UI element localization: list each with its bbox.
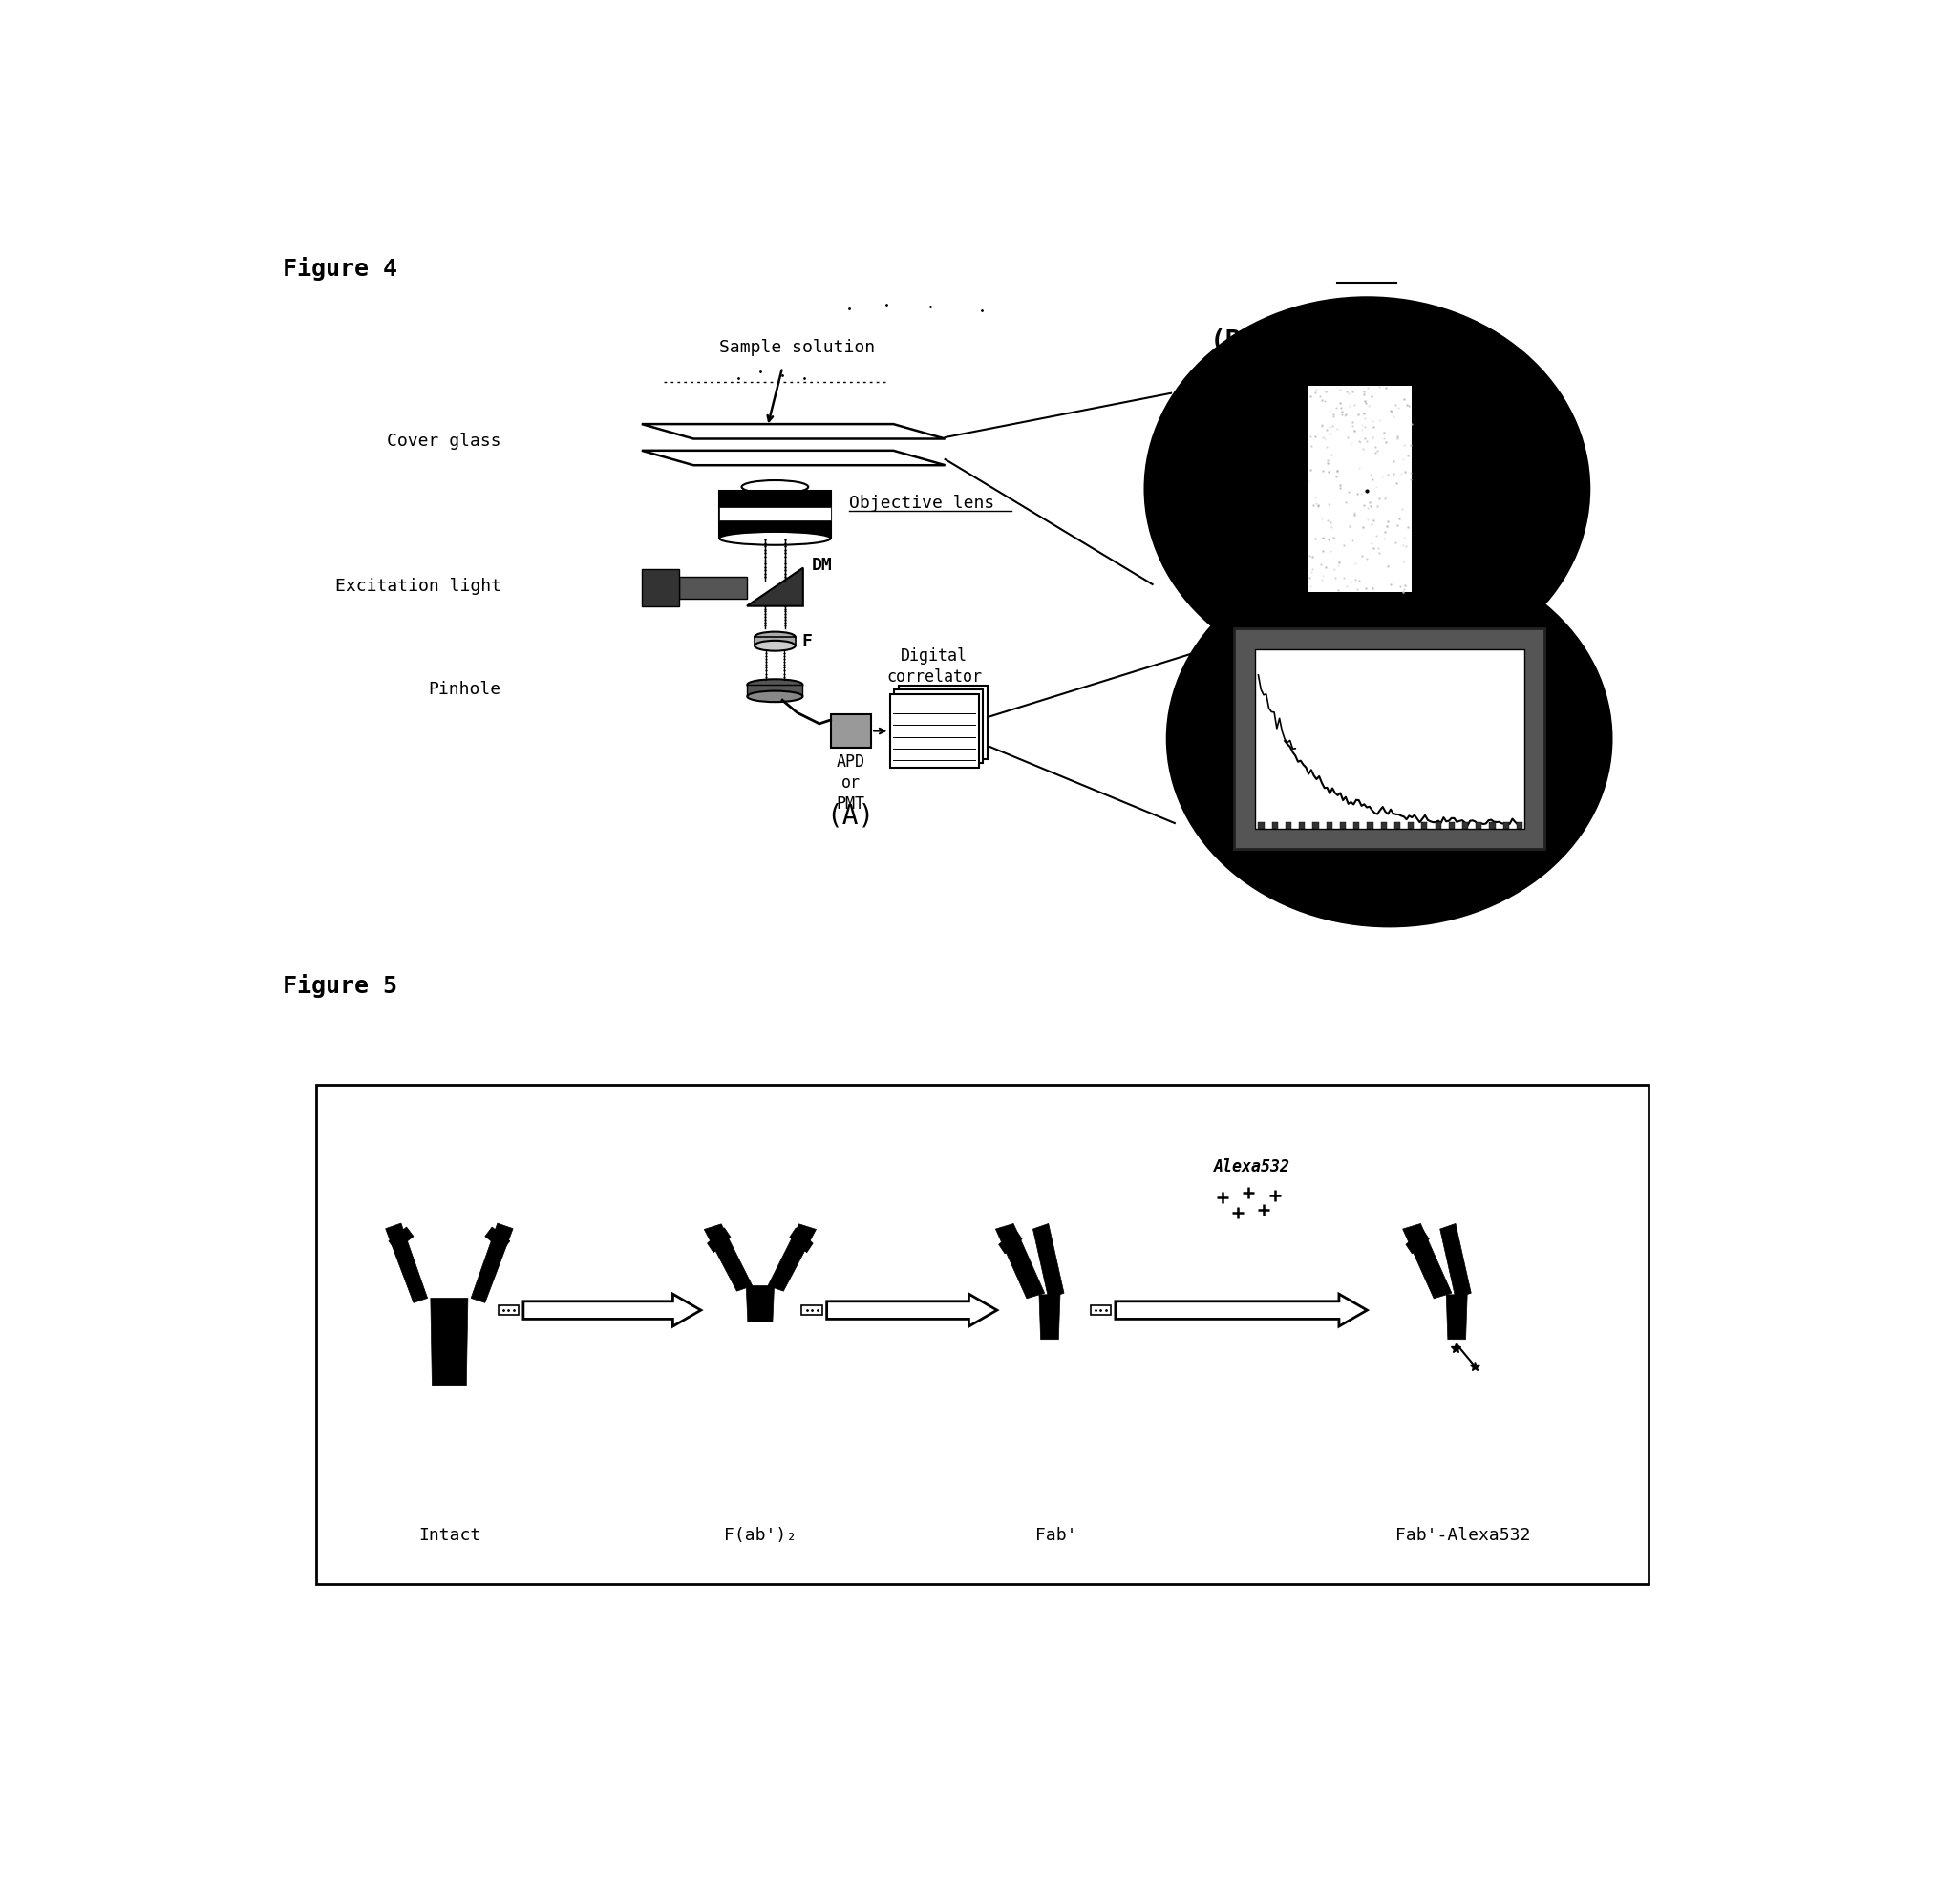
Bar [1421,823,1427,828]
Bar [1272,823,1278,828]
Polygon shape [720,506,831,520]
Bar [1462,823,1467,828]
Bar [1286,823,1291,828]
Bar [316,1083,1648,1584]
Bar [894,689,983,764]
Text: (B): (B) [1210,327,1258,354]
Polygon shape [523,1295,701,1327]
Ellipse shape [1167,552,1611,925]
Text: F: F [802,632,811,649]
Bar [1255,649,1524,828]
Bar [1394,823,1400,828]
Polygon shape [747,685,803,697]
Polygon shape [1034,1224,1065,1299]
Ellipse shape [755,640,796,651]
Polygon shape [1406,1230,1429,1253]
Polygon shape [747,567,803,605]
Polygon shape [1040,1295,1061,1339]
Polygon shape [827,1295,997,1327]
Text: Intact: Intact [418,1527,480,1544]
Polygon shape [790,1228,813,1253]
Text: (C): (C) [1225,579,1272,605]
Bar [1489,823,1495,828]
Polygon shape [430,1299,469,1386]
Ellipse shape [1144,297,1589,680]
Ellipse shape [747,680,803,691]
Text: Cover glass: Cover glass [387,432,501,449]
Polygon shape [755,638,796,645]
Text: Sample solution: Sample solution [720,339,875,356]
Polygon shape [707,1228,730,1253]
Polygon shape [720,491,831,539]
Text: (A): (A) [827,803,875,830]
Bar [1313,823,1318,828]
Bar [1502,823,1508,828]
Bar [891,695,978,767]
Polygon shape [470,1222,513,1302]
Bar [1090,1306,1111,1314]
Bar [1326,823,1332,828]
Polygon shape [680,577,747,598]
Polygon shape [999,1230,1022,1253]
Text: F(ab')₂: F(ab')₂ [724,1527,796,1544]
Bar [1407,823,1413,828]
Bar [1233,628,1545,849]
Text: Pinhole: Pinhole [428,680,501,697]
Bar [1299,823,1305,828]
Bar [802,1306,823,1314]
Polygon shape [1404,1224,1452,1299]
Polygon shape [1446,1295,1467,1339]
Text: Digital
correlator: Digital correlator [887,647,982,685]
Text: Figure 5: Figure 5 [283,975,397,998]
Polygon shape [705,1224,753,1291]
Text: Fab': Fab' [1036,1527,1076,1544]
Text: Alexa532: Alexa532 [1214,1158,1291,1175]
Text: Excitation light: Excitation light [335,577,501,594]
Bar [898,685,987,760]
Ellipse shape [747,691,803,703]
Polygon shape [385,1222,428,1302]
Bar [1340,823,1346,828]
Text: DM: DM [811,558,832,575]
Bar [1516,823,1522,828]
Polygon shape [641,569,680,605]
Bar [1380,823,1386,828]
Bar [1435,823,1440,828]
Polygon shape [389,1226,414,1251]
Polygon shape [745,1285,774,1321]
Bar [1448,823,1454,828]
Bar [1353,823,1359,828]
Ellipse shape [720,531,831,545]
Text: Fab'-Alexa532: Fab'-Alexa532 [1396,1527,1531,1544]
Bar [831,714,871,748]
Bar [1367,823,1373,828]
Polygon shape [1440,1224,1471,1299]
Bar [1475,823,1481,828]
Ellipse shape [741,480,807,493]
Polygon shape [995,1224,1045,1299]
Text: APD
or
PMT: APD or PMT [836,754,865,813]
Bar [1309,387,1411,592]
Text: Objective lens: Objective lens [850,495,995,512]
Polygon shape [769,1224,817,1291]
Text: Figure 4: Figure 4 [283,257,397,282]
Ellipse shape [755,632,796,642]
Polygon shape [1115,1295,1367,1327]
Bar [1258,823,1264,828]
Bar [498,1306,519,1314]
Polygon shape [486,1226,509,1251]
